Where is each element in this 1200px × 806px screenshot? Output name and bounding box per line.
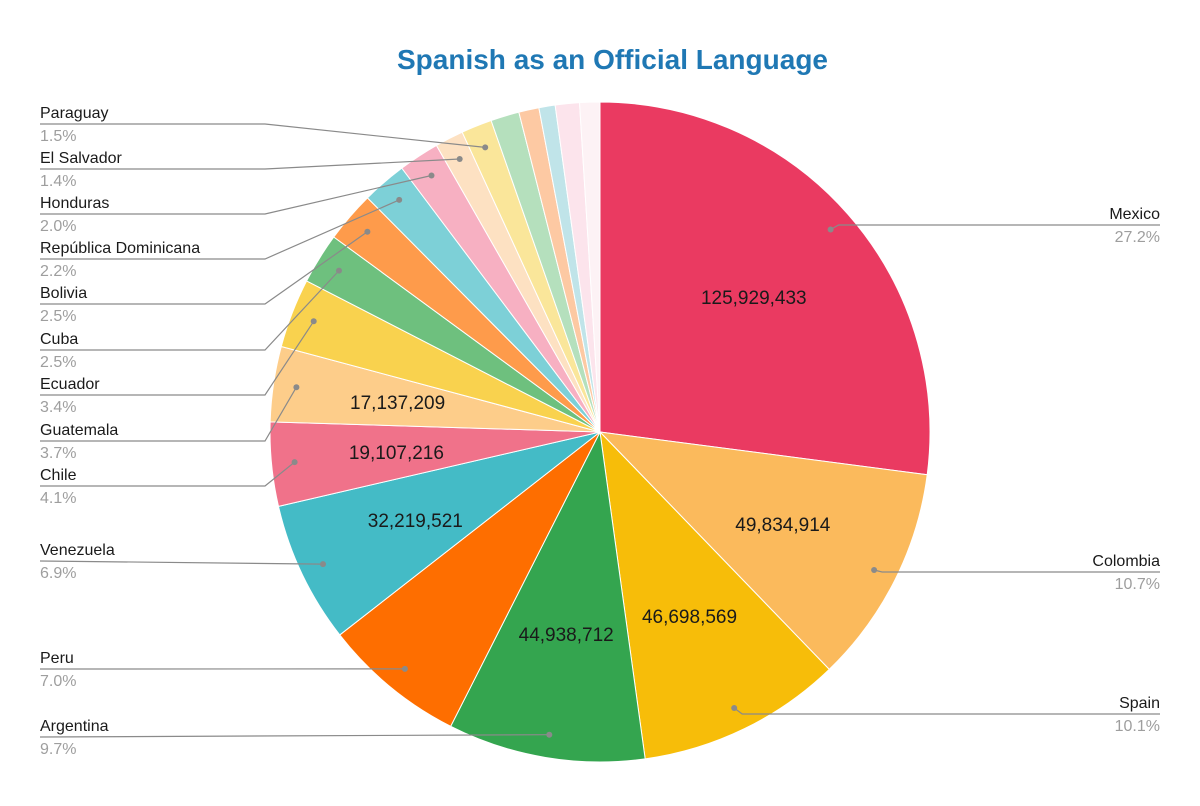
value-label-colombia: 49,834,914 xyxy=(735,515,831,536)
slices-layer xyxy=(270,102,930,762)
slice-percent-ecuador: 3.4% xyxy=(40,399,76,416)
slice-label-el-salvador: El Salvador xyxy=(40,150,122,167)
slice-label-chile: Chile xyxy=(40,467,77,484)
slice-label-guatemala: Guatemala xyxy=(40,422,118,439)
slice-percent-chile: 4.1% xyxy=(40,490,76,507)
slice-label-mexico: Mexico xyxy=(1109,206,1160,223)
value-label-chile: 19,107,216 xyxy=(349,443,444,464)
slice-percent-colombia: 10.7% xyxy=(1115,576,1160,593)
slice-label-republica-dominicana: República Dominicana xyxy=(40,240,200,257)
slice-label-venezuela: Venezuela xyxy=(40,542,115,559)
value-label-guatemala: 17,137,209 xyxy=(350,393,445,414)
value-label-argentina: 44,938,712 xyxy=(519,625,614,646)
slice-label-peru: Peru xyxy=(40,650,74,667)
slice-percent-spain: 10.1% xyxy=(1115,718,1160,735)
slice-label-cuba: Cuba xyxy=(40,331,78,348)
leader-line-venezuela xyxy=(40,561,323,564)
leader-line-paraguay xyxy=(40,124,485,147)
slice-label-spain: Spain xyxy=(1119,695,1160,712)
slice-percent-mexico: 27.2% xyxy=(1115,229,1160,246)
value-label-mexico: 125,929,433 xyxy=(701,288,807,309)
slice-percent-venezuela: 6.9% xyxy=(40,565,76,582)
value-label-spain: 46,698,569 xyxy=(642,607,737,628)
slice-label-bolivia: Bolivia xyxy=(40,285,87,302)
slice-percent-honduras: 2.0% xyxy=(40,218,76,235)
slice-percent-cuba: 2.5% xyxy=(40,354,76,371)
slice-label-ecuador: Ecuador xyxy=(40,376,100,393)
slice-percent-argentina: 9.7% xyxy=(40,741,76,758)
chart-title: Spanish as an Official Language xyxy=(0,44,1200,76)
slice-percent-peru: 7.0% xyxy=(40,673,76,690)
slice-label-paraguay: Paraguay xyxy=(40,105,109,122)
slice-label-argentina: Argentina xyxy=(40,718,109,735)
slice-percent-paraguay: 1.5% xyxy=(40,128,76,145)
leader-line-chile xyxy=(40,462,295,486)
slice-percent-el-salvador: 1.4% xyxy=(40,173,76,190)
slice-label-honduras: Honduras xyxy=(40,195,109,212)
slice-percent-guatemala: 3.7% xyxy=(40,445,76,462)
value-label-venezuela: 32,219,521 xyxy=(368,511,463,532)
slice-percent-bolivia: 2.5% xyxy=(40,308,76,325)
leader-line-spain xyxy=(734,708,1160,714)
slice-label-colombia: Colombia xyxy=(1092,553,1160,570)
slice-percent-republica-dominicana: 2.2% xyxy=(40,263,76,280)
leader-line-mexico xyxy=(831,225,1160,230)
leader-line-colombia xyxy=(874,570,1160,572)
